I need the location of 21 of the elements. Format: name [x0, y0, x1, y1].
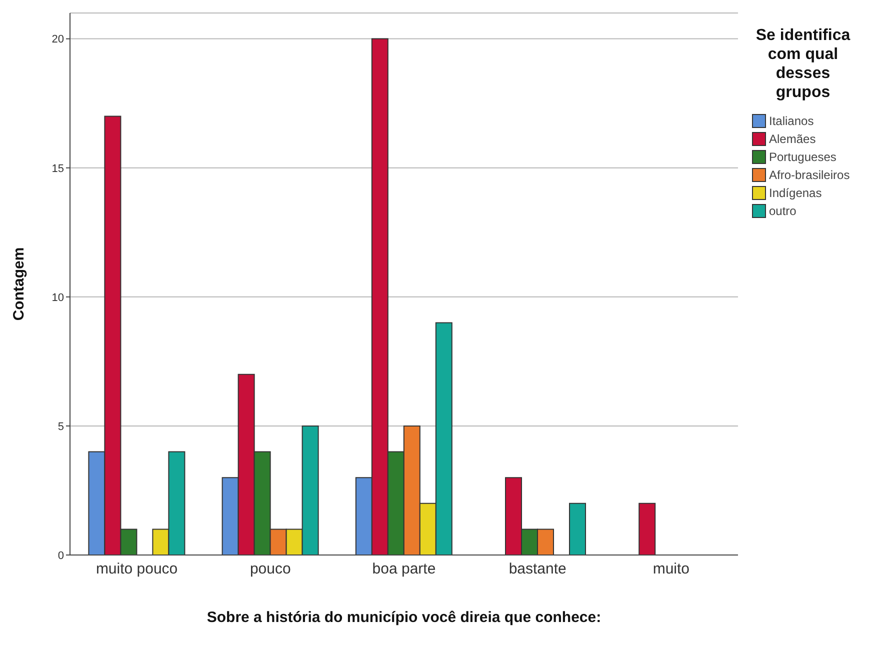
y-tick-label: 0: [58, 550, 64, 562]
bar: [569, 502, 586, 555]
y-tick-label: 5: [58, 420, 64, 433]
legend-label: outro: [769, 204, 796, 218]
x-tick-label: muito pouco: [96, 560, 178, 578]
x-tick-label: bastante: [508, 560, 566, 578]
legend-label: Afro-brasileiros: [769, 168, 850, 182]
x-tick-label: pouco: [250, 560, 291, 578]
legend-label: Portugueses: [769, 150, 836, 164]
legend-label: Indígenas: [769, 186, 822, 200]
y-tick-label: 15: [52, 162, 64, 175]
legend-label: Alemães: [769, 132, 816, 146]
y-tick-label: 10: [52, 292, 64, 304]
x-tick-label: muito: [652, 560, 690, 578]
legend-label: Italianos: [769, 114, 814, 128]
bar: [638, 502, 656, 555]
y-axis-title: Contagem: [10, 247, 28, 321]
x-axis-title: Sobre a história do município você direia que conhece:: [206, 609, 602, 626]
legend-title: Se identifica com qual desses grupos: [754, 26, 852, 102]
x-tick-label: boa parte: [372, 560, 436, 578]
y-tick-label: 20: [52, 34, 64, 46]
